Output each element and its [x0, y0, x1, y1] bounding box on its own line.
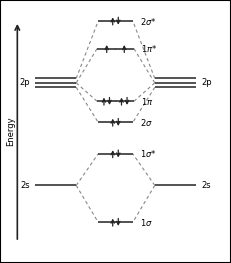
Text: 1$\pi$*: 1$\pi$*	[141, 43, 157, 54]
Text: 1$\sigma$: 1$\sigma$	[140, 217, 153, 228]
Text: 1$\sigma$*: 1$\sigma$*	[140, 148, 156, 159]
Text: 2s: 2s	[20, 181, 30, 190]
Text: 2p: 2p	[19, 78, 30, 87]
Text: 2p: 2p	[201, 78, 212, 87]
Text: 2s: 2s	[201, 181, 211, 190]
Text: Energy: Energy	[7, 117, 15, 146]
Text: 2$\sigma$: 2$\sigma$	[140, 117, 153, 128]
Text: 2$\sigma$*: 2$\sigma$*	[140, 16, 156, 27]
Text: 1$\pi$: 1$\pi$	[141, 96, 153, 107]
